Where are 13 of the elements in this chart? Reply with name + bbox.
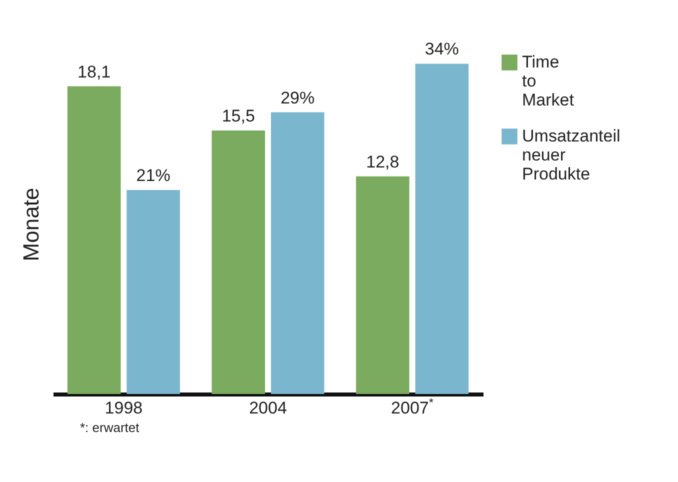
data-label: 29%: [280, 88, 315, 108]
data-label: 12,8: [366, 152, 400, 172]
legend-label: Time to Market: [522, 52, 574, 110]
text: *: erwartet: [80, 420, 140, 435]
data-label: 15,5: [222, 106, 255, 126]
x-tick-label: 2007$^{*}$: [391, 396, 434, 418]
legend-label: Umsatzanteil neuer Produkte: [522, 126, 620, 184]
x-tick-label: 2004: [249, 398, 287, 418]
x-tick-label: 1998: [104, 398, 143, 418]
data-label: 18,1: [78, 62, 111, 82]
y-axis-title: Monate: [18, 188, 44, 262]
data-label: 34%: [424, 40, 459, 59]
data-label: 21%: [136, 166, 170, 185]
